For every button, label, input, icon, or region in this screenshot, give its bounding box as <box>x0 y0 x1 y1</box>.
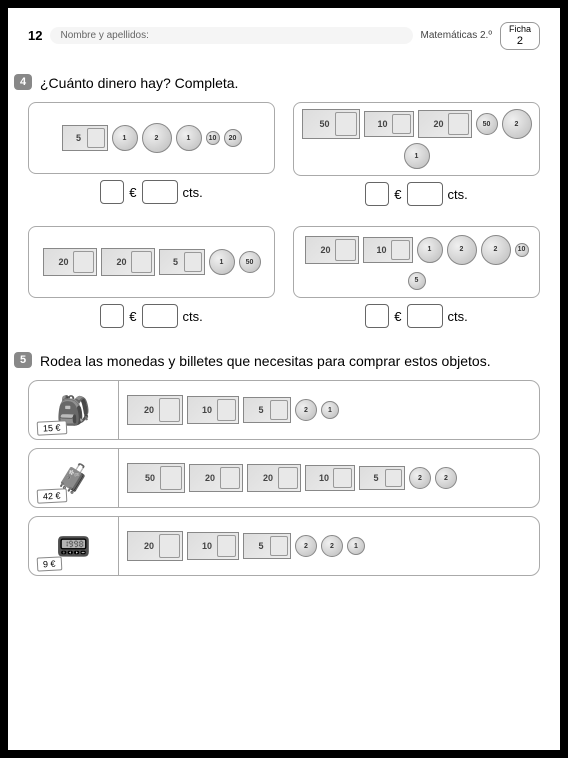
item-row: 🎒15 €2010521 <box>28 380 540 440</box>
exercise-text: Rodea las monedas y billetes que necesit… <box>40 352 491 370</box>
coin-1: 1 <box>404 143 430 169</box>
cts-label: cts. <box>448 309 468 324</box>
money-box: 51211020 <box>28 102 275 174</box>
euros-input[interactable] <box>365 304 389 328</box>
exercise-header: 5 Rodea las monedas y billetes que neces… <box>14 352 540 370</box>
euro-symbol: € <box>394 187 401 202</box>
bill-10: 10 <box>305 465 355 491</box>
money-box: 20205150 <box>28 226 275 298</box>
coin-2: 2 <box>142 123 172 153</box>
coin-5: 5 <box>408 272 426 290</box>
cents-input[interactable] <box>142 304 178 328</box>
item-row: 🧳42 €50202010522 <box>28 448 540 508</box>
coin-2: 2 <box>502 109 532 139</box>
coin-20: 20 <box>224 129 242 147</box>
exercise-5: 5 Rodea las monedas y billetes que neces… <box>28 352 540 576</box>
coin-2: 2 <box>295 399 317 421</box>
item-row: 📟9 €20105221 <box>28 516 540 576</box>
euros-input[interactable] <box>100 304 124 328</box>
bill-20: 20 <box>189 464 243 492</box>
bill-10: 10 <box>187 532 239 560</box>
coin-2: 2 <box>447 235 477 265</box>
euros-input[interactable] <box>100 180 124 204</box>
bill-50: 50 <box>302 109 360 139</box>
item-cell: 📟9 € <box>29 517 119 575</box>
item-rows: 🎒15 €2010521🧳42 €50202010522📟9 €20105221 <box>28 380 540 576</box>
name-input[interactable]: Nombre y apellidos: <box>50 27 412 44</box>
item-money: 50202010522 <box>119 449 539 507</box>
bill-50: 50 <box>127 463 185 493</box>
bill-5: 5 <box>243 397 291 423</box>
item-cell: 🧳42 € <box>29 449 119 507</box>
coin-1: 1 <box>321 401 339 419</box>
exercise-number-badge: 5 <box>14 352 32 368</box>
coin-2: 2 <box>321 535 343 557</box>
price-tag: 15 € <box>37 421 67 437</box>
answer-row: € cts. <box>28 180 275 204</box>
cents-input[interactable] <box>407 182 443 206</box>
money-box: 2010122105 <box>293 226 540 298</box>
coin-10: 10 <box>515 243 529 257</box>
answer-row: € cts. <box>293 182 540 206</box>
coin-2: 2 <box>409 467 431 489</box>
coin-1: 1 <box>176 125 202 151</box>
coin-1: 1 <box>209 249 235 275</box>
exercise-number-badge: 4 <box>14 74 32 90</box>
bill-20: 20 <box>127 395 183 425</box>
coin-1: 1 <box>347 537 365 555</box>
euro-symbol: € <box>129 185 136 200</box>
coin-10: 10 <box>206 131 220 145</box>
bill-20: 20 <box>101 248 155 276</box>
worksheet-page: 12 Nombre y apellidos: Matemáticas 2.º F… <box>8 8 560 750</box>
bill-5: 5 <box>159 249 205 275</box>
bill-20: 20 <box>43 248 97 276</box>
bill-20: 20 <box>305 236 359 264</box>
bill-20: 20 <box>247 464 301 492</box>
bill-10: 10 <box>364 111 414 137</box>
coin-1: 1 <box>112 125 138 151</box>
exercise-4: 4 ¿Cuánto dinero hay? Completa. 51211020… <box>28 74 540 338</box>
euros-input[interactable] <box>365 182 389 206</box>
euro-symbol: € <box>394 309 401 324</box>
cents-input[interactable] <box>407 304 443 328</box>
cts-label: cts. <box>183 309 203 324</box>
header-bar: 12 Nombre y apellidos: Matemáticas 2.º F… <box>28 22 540 50</box>
bill-20: 20 <box>127 531 183 561</box>
exercise-text: ¿Cuánto dinero hay? Completa. <box>40 74 238 92</box>
bill-5: 5 <box>62 125 108 151</box>
coin-50: 50 <box>476 113 498 135</box>
answer-row: € cts. <box>28 304 275 328</box>
coin-2: 2 <box>481 235 511 265</box>
cts-label: cts. <box>448 187 468 202</box>
price-tag: 9 € <box>37 557 62 572</box>
money-box: 5010205021 <box>293 102 540 176</box>
coin-2: 2 <box>295 535 317 557</box>
answer-row: € cts. <box>293 304 540 328</box>
coin-2: 2 <box>435 467 457 489</box>
money-grid: 51211020€cts.5010205021€cts.20205150€cts… <box>28 102 540 338</box>
item-money: 20105221 <box>119 517 539 575</box>
item-money: 2010521 <box>119 381 539 439</box>
coin-1: 1 <box>417 237 443 263</box>
cts-label: cts. <box>183 185 203 200</box>
page-number: 12 <box>28 28 42 43</box>
ficha-badge: Ficha 2 <box>500 22 540 50</box>
price-tag: 42 € <box>37 489 67 505</box>
bill-10: 10 <box>363 237 413 263</box>
cents-input[interactable] <box>142 180 178 204</box>
coin-50: 50 <box>239 251 261 273</box>
bill-20: 20 <box>418 110 472 138</box>
bill-10: 10 <box>187 396 239 424</box>
bill-5: 5 <box>243 533 291 559</box>
exercise-header: 4 ¿Cuánto dinero hay? Completa. <box>14 74 540 92</box>
subject-label: Matemáticas 2.º <box>421 30 492 41</box>
item-cell: 🎒15 € <box>29 381 119 439</box>
bill-5: 5 <box>359 466 405 490</box>
euro-symbol: € <box>129 309 136 324</box>
